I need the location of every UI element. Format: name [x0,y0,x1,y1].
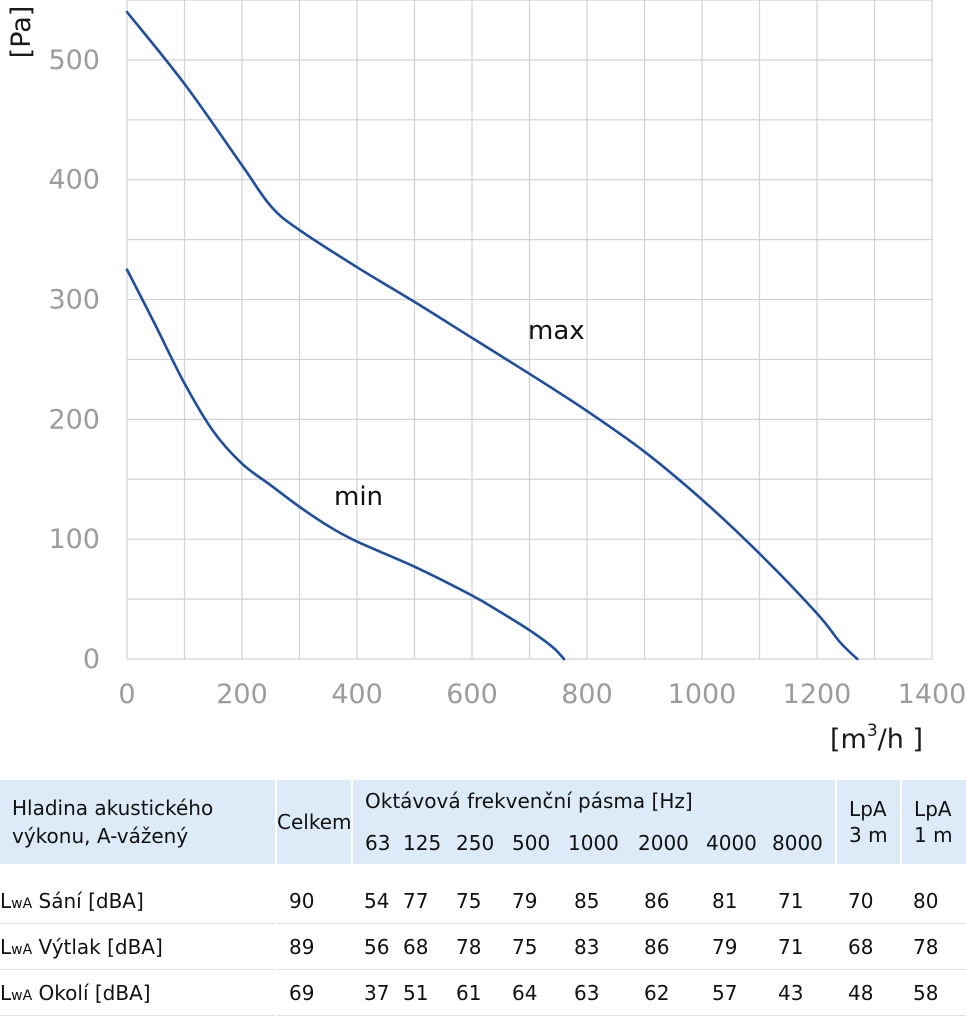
acoustic-power-table: Hladina akustického výkonu, A-vážený Celk… [0,780,966,1016]
cell-total: 89 [275,923,352,970]
row-label: LwA Sání [dBA] [0,878,276,924]
cell-band: 85 [562,878,632,924]
table-row: LwA Výtlak [dBA] 89 56 68 78 75 83 86 79… [0,923,966,970]
y-axis-label: [Pa] [6,6,37,59]
cell-band: 77 [397,878,450,924]
chart-series [125,10,859,661]
cell-band: 61 [450,969,506,1016]
cell-band: 79 [700,923,766,970]
table-row: LwA Sání [dBA] 90 54 77 75 79 85 86 81 7… [0,878,966,924]
cell-band: 75 [450,878,506,924]
fan-performance-chart: 0 200 400 600 800 1000 1200 1400 0 100 200 300 400 5… [6,0,966,755]
x-tick-label: 400 [331,679,383,710]
y-tick-label: 500 [48,45,100,76]
cell-total: 90 [275,878,352,924]
cell-band: 78 [450,923,506,970]
band-header: 1000 [562,822,632,864]
cell-band: 54 [352,878,397,924]
row-label: LwA Okolí [dBA] [0,969,276,1016]
band-header: 250 [450,822,506,864]
lpa-1m-header: LpA 1 m [900,780,966,864]
cell-band: 62 [632,969,700,1016]
cell-band: 86 [632,923,700,970]
cell-band: 68 [397,923,450,970]
row-label: LwA Výtlak [dBA] [0,923,276,970]
x-tick-label: 600 [446,679,498,710]
cell-band: 86 [632,878,700,924]
cell-total: 69 [275,969,352,1016]
cell-band: 64 [506,969,562,1016]
x-tick-label: 1200 [783,679,852,710]
cell-band: 51 [397,969,450,1016]
y-tick-label: 100 [48,524,100,555]
cell-lpa-3m: 48 [836,969,902,1016]
cell-band: 81 [700,878,766,924]
y-tick-label: 300 [48,285,100,316]
band-header: 63 [351,822,397,864]
table-row: LwA Okolí [dBA] 69 37 51 61 64 63 62 57 … [0,969,966,1016]
band-header: 8000 [766,822,837,864]
chart-grid [126,0,933,660]
lpa-3m-header: LpA 3 m [835,780,902,864]
cell-band: 71 [766,878,837,924]
series-label-min: min [334,482,383,512]
x-tick-label: 800 [561,679,613,710]
x-tick-label: 200 [216,679,268,710]
y-tick-label: 0 [83,644,100,675]
y-axis-ticks: 0 100 200 300 400 500 [48,45,100,675]
cell-band: 37 [352,969,397,1016]
octave-bands-header: Oktávová frekvenční pásma [Hz] [350,780,837,822]
cell-band: 75 [506,923,562,970]
cell-lpa-1m: 80 [901,878,966,924]
total-header: Celkem [275,780,352,864]
series-line-min [125,268,566,661]
cell-lpa-3m: 70 [836,878,902,924]
band-header: 4000 [700,822,766,864]
y-tick-label: 200 [48,404,100,435]
cell-band: 71 [766,923,837,970]
cell-band: 56 [352,923,397,970]
x-tick-label: 1000 [668,679,737,710]
cell-band: 79 [506,878,562,924]
x-tick-label: 1400 [898,679,966,710]
series-label-max: max [528,316,585,346]
band-header: 500 [506,822,562,864]
cell-band: 43 [766,969,837,1016]
y-tick-label: 400 [48,165,100,196]
x-axis-label: [m3/h ] [830,721,923,755]
row-header-label: Hladina akustického výkonu, A-vážený [0,780,276,864]
x-axis-ticks: 0 200 400 600 800 1000 1200 1400 [118,679,966,710]
series-line-max [125,10,859,661]
band-header: 125 [397,822,450,864]
cell-lpa-1m: 78 [901,923,966,970]
cell-lpa-3m: 68 [836,923,902,970]
cell-band: 83 [562,923,632,970]
cell-band: 57 [700,969,766,1016]
cell-lpa-1m: 58 [901,969,966,1016]
band-header: 2000 [632,822,700,864]
cell-band: 63 [562,969,632,1016]
x-tick-label: 0 [118,679,135,710]
